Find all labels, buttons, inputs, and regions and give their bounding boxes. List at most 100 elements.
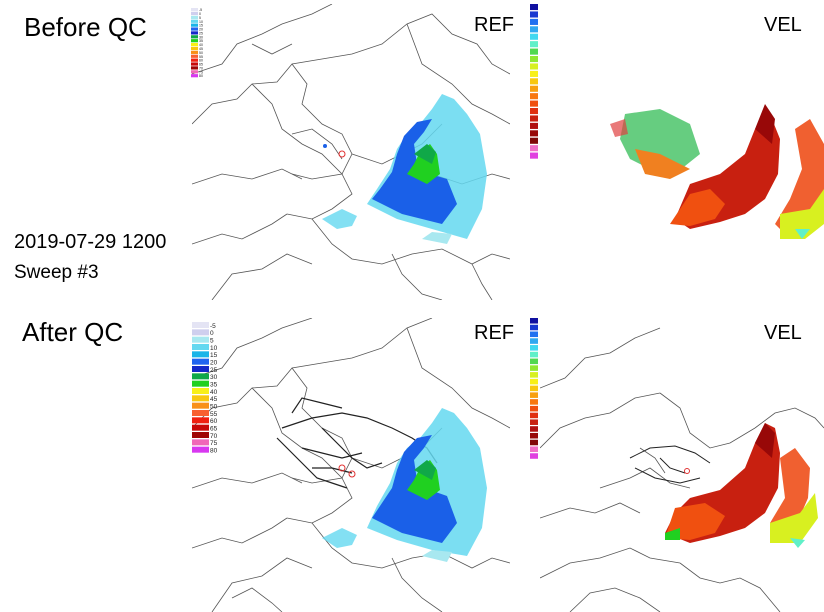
colorbar-tick-label: 80 (199, 74, 203, 78)
colorbar-tick-label: 40 (210, 389, 218, 396)
colorbar-swatch (192, 424, 209, 431)
colorbar-tick-label: 30 (199, 35, 203, 39)
colorbar-swatch (530, 63, 538, 70)
colorbar-swatch (191, 66, 198, 70)
colorbar-swatch (530, 338, 538, 344)
colorbar-swatch (192, 410, 209, 417)
colorbar-tick-label: 15 (199, 24, 203, 28)
colorbar-swatch (530, 115, 538, 122)
colorbar-swatch (530, 56, 538, 63)
colorbar-swatch (530, 446, 538, 453)
colorbar-tick-label: 25 (199, 31, 203, 35)
colorbar-swatch (530, 365, 538, 371)
colorbar-swatch (191, 43, 198, 47)
colorbar-swatch (192, 402, 209, 409)
colorbar-tick-label: 15 (210, 352, 218, 359)
colorbar-swatch (191, 8, 198, 12)
colorbar-tick-label: 40 (199, 43, 203, 47)
colorbar-swatch (192, 395, 209, 402)
colorbar-swatch (530, 426, 538, 432)
ref-echo (322, 408, 487, 562)
colorbar-swatch (530, 152, 538, 159)
colorbar-tick-label: 45 (210, 396, 218, 403)
colorbar-swatch (192, 358, 209, 365)
colorbar-swatch (530, 399, 538, 405)
colorbar-tick-label: 70 (210, 433, 218, 440)
colorbar-swatch (530, 48, 538, 55)
city-boundaries (629, 445, 711, 484)
colorbar-tick-label: 50 (210, 404, 218, 411)
colorbar-swatch (191, 31, 198, 35)
colorbar-tick-label: -5 (199, 8, 202, 12)
colorbar-swatch (530, 324, 538, 331)
colorbar-swatch (530, 372, 538, 378)
colorbar-swatch (530, 100, 538, 107)
colorbar-swatch (191, 50, 198, 54)
colorbar-tick-label: 30 (210, 374, 218, 381)
colorbar-tick-label: 60 (199, 59, 203, 63)
colorbar-tick-label: 45 (199, 47, 203, 51)
colorbar-swatch (530, 385, 538, 392)
vel-panel-after (540, 318, 824, 612)
colorbar-swatch (530, 351, 538, 358)
colorbar-swatch (530, 453, 538, 459)
colorbar-swatch (530, 419, 538, 425)
colorbar-swatch (191, 15, 198, 19)
ref-colorbar-after: -5 0 5 10 15 20 25 30 35 40 45 50 55 60 65 70 75 80 (192, 322, 224, 454)
colorbar-tick-label: -5 (210, 323, 216, 330)
after-qc-label: After QC (22, 317, 124, 347)
vel-panel-before (540, 4, 824, 300)
colorbar-swatch (530, 378, 538, 385)
colorbar-swatch (530, 145, 538, 152)
colorbar-swatch (530, 130, 538, 137)
vel-colorbar-after (530, 318, 544, 460)
colorbar-swatch (530, 432, 538, 439)
colorbar-swatch (192, 366, 209, 373)
colorbar-tick-label: 75 (210, 440, 218, 447)
colorbar-swatch (191, 19, 198, 23)
colorbar-tick-label: 0 (210, 330, 214, 337)
colorbar-swatch (192, 344, 209, 351)
colorbar-tick-label: 35 (199, 39, 203, 43)
colorbar-swatch (192, 329, 209, 336)
vel-echo (610, 104, 824, 239)
colorbar-swatch (192, 388, 209, 395)
colorbar-swatch (530, 405, 538, 412)
colorbar-swatch (191, 46, 198, 51)
colorbar-swatch (530, 137, 538, 144)
colorbar-swatch (192, 417, 209, 424)
colorbar-tick-label: 0 (199, 12, 201, 16)
colorbar-tick-label: 25 (210, 367, 218, 374)
colorbar-swatch (530, 439, 538, 446)
colorbar-tick-label: 35 (210, 382, 218, 389)
vel-title-before: VEL (764, 14, 802, 36)
colorbar-tick-label: 55 (210, 411, 218, 418)
colorbar-swatch (530, 93, 538, 100)
ref-panel-before (192, 4, 510, 300)
colorbar-tick-label: 20 (199, 28, 203, 32)
colorbar-tick-label: 70 (199, 66, 203, 70)
colorbar-swatch (530, 318, 538, 324)
colorbar-swatch (530, 345, 538, 351)
before-qc-label: Before QC (24, 12, 147, 42)
colorbar-swatch (191, 27, 198, 31)
colorbar-tick-label: 65 (199, 63, 203, 67)
colorbar-swatch (192, 322, 209, 329)
colorbar-tick-label: 5 (210, 338, 214, 345)
colorbar-swatch (530, 122, 538, 129)
colorbar-swatch (191, 74, 198, 78)
vel-echo (665, 423, 818, 548)
datetime-label: 2019-07-29 1200 (14, 231, 167, 253)
colorbar-tick-label: 50 (199, 51, 203, 55)
colorbar-swatch (191, 39, 198, 43)
colorbar-tick-label: 60 (210, 418, 218, 425)
colorbar-swatch (530, 11, 538, 18)
colorbar-swatch (191, 11, 198, 16)
colorbar-tick-label: 10 (199, 20, 203, 24)
ref-title-before: REF (474, 14, 514, 36)
map-boundaries (192, 4, 510, 300)
ref-colorbar-before: -5 0 5 10 15 20 25 30 35 40 45 50 55 60 65 70 75 80 (191, 8, 207, 78)
colorbar-swatch (530, 412, 538, 419)
colorbar-swatch (530, 331, 538, 338)
colorbar-swatch (530, 33, 538, 40)
